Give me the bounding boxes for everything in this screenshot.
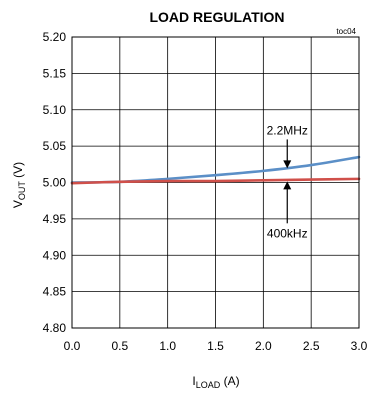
y-tick-label: 4.80 xyxy=(43,321,67,335)
y-tick-label: 5.05 xyxy=(43,139,67,153)
x-axis-label-main: I xyxy=(192,374,195,388)
x-tick-label: 1.0 xyxy=(159,339,176,353)
x-axis-label-sub: LOAD xyxy=(196,380,221,390)
y-tick-label: 5.20 xyxy=(43,30,67,44)
figure-tag: toc04 xyxy=(336,27,356,36)
tick-labels: 0.0 0.5 1.0 1.5 2.0 2.5 3.0 4.80 4.85 4.90 4.95 5.0… xyxy=(43,30,368,353)
y-tick-label: 4.95 xyxy=(43,212,67,226)
y-axis-label: VOUT (V) xyxy=(11,162,27,208)
x-tick-label: 0.0 xyxy=(64,339,81,353)
annotation-arrowhead-2-2mhz xyxy=(283,160,292,169)
x-tick-label: 0.5 xyxy=(111,339,128,353)
annotation-label-2-2mhz: 2.2MHz xyxy=(267,123,308,137)
x-tick-label: 2.0 xyxy=(255,339,272,353)
x-axis-label: ILOAD (A) xyxy=(192,374,239,390)
annotations: 2.2MHz 400kHz xyxy=(267,123,308,240)
y-tick-label: 5.15 xyxy=(43,66,67,80)
y-axis-label-unit: (V) xyxy=(11,162,25,181)
y-tick-label: 4.90 xyxy=(43,248,67,262)
y-tick-label: 4.85 xyxy=(43,285,67,299)
x-tick-label: 2.5 xyxy=(303,339,320,353)
series-line-400khz xyxy=(70,177,361,185)
x-tick-label: 1.5 xyxy=(207,339,224,353)
y-axis-label-main: V xyxy=(11,200,25,208)
y-tick-label: 5.10 xyxy=(43,103,67,117)
y-tick-label: 5.00 xyxy=(43,176,67,190)
x-tick-label: 3.0 xyxy=(351,339,368,353)
annotation-label-400khz: 400kHz xyxy=(267,226,308,240)
chart-title: LOAD REGULATION xyxy=(149,9,284,25)
plot-frame xyxy=(71,36,360,329)
y-axis-label-sub: OUT xyxy=(17,181,27,201)
annotation-arrowhead-400khz xyxy=(283,181,292,190)
x-axis-label-unit: (A) xyxy=(220,374,239,388)
series-layer xyxy=(70,155,361,185)
